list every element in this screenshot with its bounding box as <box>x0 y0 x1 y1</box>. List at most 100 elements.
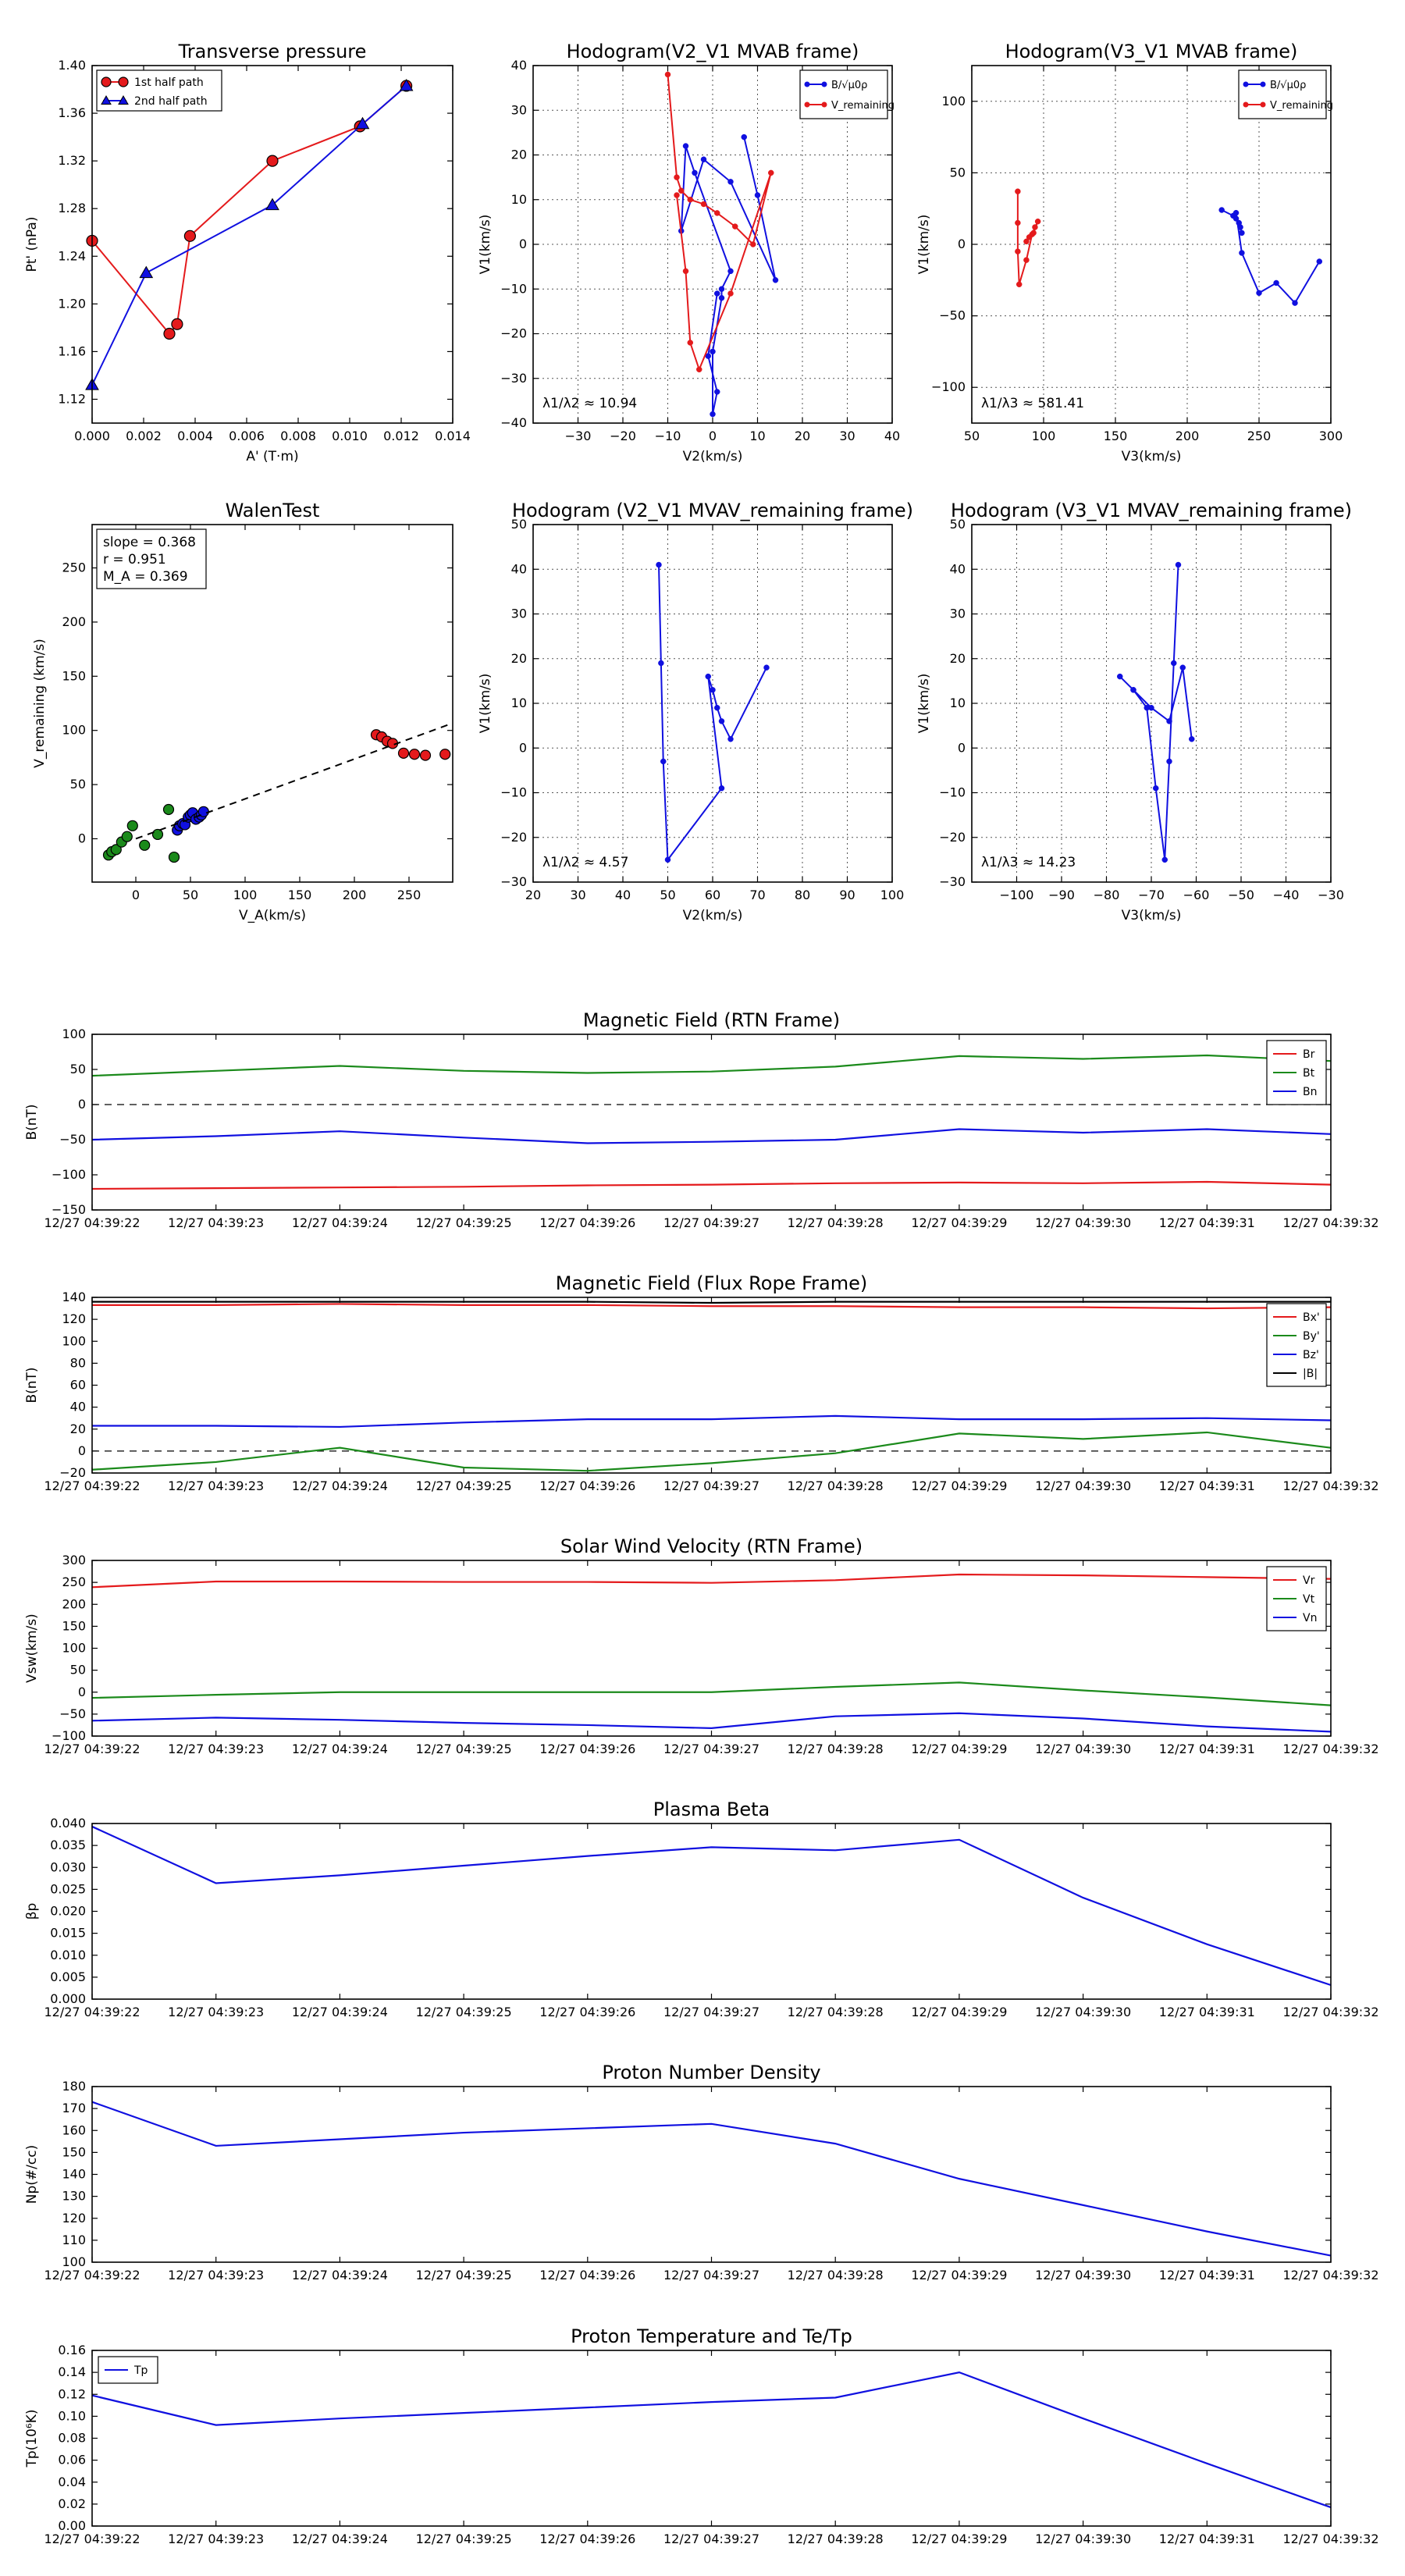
h1-series-0-point <box>714 389 720 395</box>
ts2-series-1-line <box>91 1431 1332 1472</box>
walen-series-0-point <box>151 828 164 841</box>
h4-ytick-label: 30 <box>950 607 966 621</box>
ts4-ytick-label: 0.025 <box>50 1881 86 1896</box>
ts5-xtick-label: 12/27 04:39:31 <box>1159 2268 1255 2282</box>
h3-series-0-point <box>718 785 725 792</box>
ts2-xtick-label: 12/27 04:39:27 <box>663 1478 759 1493</box>
h1-chart: −30 −20 −10 0 10 20 30 40 −40 −30 −20 −10 0 10 20 30 40 H… <box>478 41 900 464</box>
h3-xtick-label: 30 <box>570 888 585 902</box>
ts4-ytick-label: 0.040 <box>50 1816 86 1831</box>
ts2-series-2-line <box>92 1414 1332 1429</box>
ts3-xtick-label: 12/27 04:39:22 <box>44 1742 140 1756</box>
walen-ytick-label: 100 <box>62 723 86 738</box>
h3-ytick-label: 0 <box>519 740 527 755</box>
ts2-xtick-label: 12/27 04:39:26 <box>539 1478 635 1493</box>
h3-ylabel: V1(km/s) <box>478 674 493 734</box>
h1-series-0-point <box>718 294 725 301</box>
ts6-xtick-label: 12/27 04:39:23 <box>168 2532 264 2546</box>
ts1-axes-frame <box>91 1034 1332 1211</box>
h2-series-1-point <box>1023 238 1030 245</box>
ts2-xtick-label: 12/27 04:39:25 <box>416 1478 512 1493</box>
ts3-series-0-line <box>91 1573 1332 1589</box>
h3-ytick-label: 30 <box>511 607 527 621</box>
h1-xtick-label: 0 <box>709 429 717 443</box>
ts1-xtick-label: 12/27 04:39:28 <box>788 1215 884 1230</box>
walen-xtick-label: 50 <box>183 888 198 902</box>
ts1-xtick-label: 12/27 04:39:30 <box>1035 1215 1131 1230</box>
h2-series-0-point <box>1292 300 1298 306</box>
h2-series-1-point <box>1032 224 1038 230</box>
walen-xtick-label: 0 <box>132 888 140 902</box>
walen-fit-line <box>135 722 454 840</box>
ts6-ytick-label: 0.12 <box>58 2386 86 2401</box>
ts2-ylabel: B(nT) <box>24 1367 40 1403</box>
h2-series-0-point <box>1316 258 1323 265</box>
ts5-xtick-label: 12/27 04:39:27 <box>663 2268 759 2282</box>
h1-series-1-point <box>727 290 734 297</box>
h4-ylabel: V1(km/s) <box>916 674 932 734</box>
ts2-xtick-label: 12/27 04:39:28 <box>788 1478 884 1493</box>
ts3-ytick-label: 100 <box>62 1641 86 1656</box>
ts6-ytick-label: 0.16 <box>58 2343 86 2357</box>
h1-series-0-point <box>692 169 698 176</box>
h2-ylabel: V1(km/s) <box>916 215 932 275</box>
pt-xtick-label: 0.008 <box>280 429 316 443</box>
ts1-legend-label: Bt <box>1303 1067 1315 1080</box>
ts2-ytick-label: 80 <box>70 1355 86 1370</box>
h1-series-0-point <box>700 156 707 162</box>
h4-ytick-label: −10 <box>939 785 966 800</box>
ts6-xtick-label: 12/27 04:39:24 <box>292 2532 388 2546</box>
ts5-ytick-label: 110 <box>62 2233 86 2247</box>
ts5-xtick-label: 12/27 04:39:22 <box>44 2268 140 2282</box>
ts3-ytick-label: −100 <box>52 1728 86 1743</box>
h1-ytick-label: 40 <box>511 58 527 73</box>
h2-series-0-point <box>1232 215 1240 222</box>
ts2-ytick-label: 20 <box>70 1421 86 1436</box>
ts6-legend-label: Tp <box>133 2364 148 2377</box>
ts3-ytick-label: 0 <box>78 1685 86 1699</box>
pt-ytick-label: 1.20 <box>58 296 86 311</box>
ts4-xtick-label: 12/27 04:39:31 <box>1159 2005 1255 2019</box>
h1-legend-dot <box>804 101 810 108</box>
h4-lambda-annotation: λ1/λ3 ≈ 14.23 <box>981 855 1076 870</box>
ts6-ytick-label: 0.14 <box>58 2364 86 2379</box>
walen-axes-frame <box>91 524 454 883</box>
h1-series-0-point <box>718 286 725 292</box>
h1-ytick-label: 0 <box>519 237 527 251</box>
ts6-xtick-label: 12/27 04:39:30 <box>1035 2532 1131 2546</box>
h3-xtick-label: 70 <box>749 888 765 902</box>
pt-chart: 0.000 0.002 0.004 0.006 0.008 0.010 0.012 0.014… <box>24 41 471 464</box>
h1-legend-label: V_remaining <box>831 100 895 112</box>
h1-series-1-point <box>768 169 774 176</box>
h2-xtick-label: 200 <box>1176 429 1200 443</box>
ts2-series-3-line <box>92 1300 1331 1304</box>
ts3-axes-frame <box>91 1560 1332 1737</box>
h3-series-0-point <box>727 736 734 742</box>
h1-series-1-point <box>714 210 720 216</box>
h3-series-0-point <box>718 718 725 724</box>
pt-series-1-point <box>139 265 154 279</box>
ts5-xtick-label: 12/27 04:39:26 <box>539 2268 635 2282</box>
ts6-axes-frame <box>91 2350 1332 2527</box>
ts5-xtick-label: 12/27 04:39:29 <box>911 2268 1007 2282</box>
h1-ytick-label: −10 <box>500 281 527 296</box>
h2-series-0-point <box>1232 209 1240 216</box>
walen-annotation-line: M_A = 0.369 <box>103 569 188 585</box>
ts3-legend-label: Vn <box>1303 1612 1317 1624</box>
h2-legend-label: V_remaining <box>1270 100 1333 112</box>
h2-xlabel: V3(km/s) <box>1122 449 1182 464</box>
h3-series-0-point <box>660 758 667 765</box>
ts2-ytick-label: 100 <box>62 1333 86 1348</box>
ts3-series-2-line <box>91 1712 1332 1733</box>
h3-chart: 20 30 40 50 60 70 80 90 100−30−20−1001020304050H… <box>478 500 913 923</box>
h1-legend-label: B/√μ0ρ <box>831 80 867 91</box>
ts5-series-0-line <box>91 2101 1332 2257</box>
ts1-xtick-label: 12/27 04:39:32 <box>1282 1215 1378 1230</box>
h2-ytick-label: 100 <box>941 94 966 109</box>
walen-xtick-label: 200 <box>343 888 367 902</box>
ts2-xtick-label: 12/27 04:39:32 <box>1282 1478 1378 1493</box>
walen-annotation-line: slope = 0.368 <box>103 535 196 550</box>
ts3-ytick-label: 150 <box>62 1618 86 1633</box>
h2-ytick-label: −100 <box>931 379 966 394</box>
h4-series-0-point <box>1130 687 1136 693</box>
